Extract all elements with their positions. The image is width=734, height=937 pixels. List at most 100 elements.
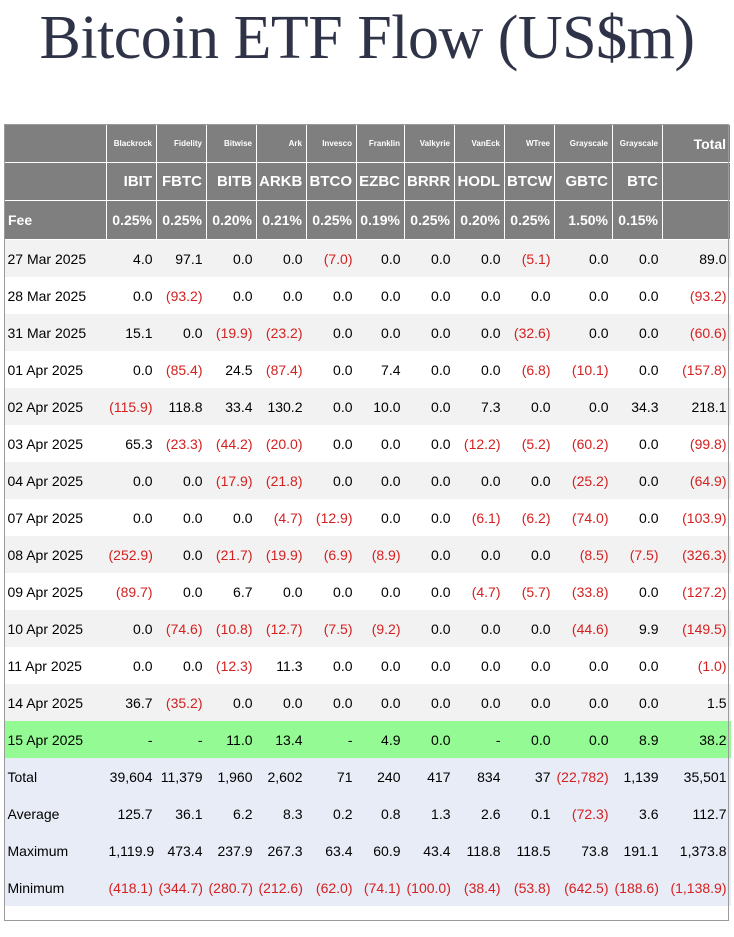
daily-row-label: 01 Apr 2025 xyxy=(4,351,107,388)
flow-cell: 0.2 xyxy=(306,795,357,832)
fee-value: 0.25% xyxy=(156,200,207,240)
daily-row: 10 Apr 2025 0.0 (74.6) (10.8) (12.7) (7.5) (9.… xyxy=(4,610,731,647)
flow-cell: 0.0 xyxy=(404,351,455,388)
issuer-label: Ark xyxy=(256,124,307,163)
flow-cell: 0.0 xyxy=(612,684,663,721)
flow-cell: 63.4 xyxy=(306,832,357,869)
flow-cell: 0.0 xyxy=(356,277,405,314)
ticker-label: EZBC xyxy=(356,162,405,201)
flow-cell: (32.6) xyxy=(504,314,555,351)
fee-value: 0.25% xyxy=(306,200,357,240)
daily-row-label: 03 Apr 2025 xyxy=(4,425,107,462)
flow-cell: 0.0 xyxy=(612,425,663,462)
daily-row-label: 11 Apr 2025 xyxy=(4,647,107,684)
flow-cell: 0.0 xyxy=(612,573,663,610)
flow-cell: 0.0 xyxy=(306,573,357,610)
etf-flow-table: Blackrock Fidelity Bitwise Ark Invesco F… xyxy=(4,124,731,906)
flow-cell: 8.9 xyxy=(612,721,663,758)
ticker-label: IBIT xyxy=(106,162,157,201)
issuer-label: Grayscale xyxy=(554,124,613,163)
ticker-label: BTCW xyxy=(504,162,555,201)
row-total-cell: 1,373.8 xyxy=(662,832,731,869)
daily-row-label: 08 Apr 2025 xyxy=(4,536,107,573)
flow-cell: 0.0 xyxy=(206,499,257,536)
flow-cell: 0.0 xyxy=(156,314,207,351)
row-total-cell: 112.7 xyxy=(662,795,731,832)
flow-cell: 0.0 xyxy=(454,239,505,277)
flow-cell: 0.0 xyxy=(356,499,405,536)
flow-cell: 97.1 xyxy=(156,239,207,277)
issuer-label: VanEck xyxy=(454,124,505,163)
ticker-label: BTCO xyxy=(306,162,357,201)
flow-cell: (6.8) xyxy=(504,351,555,388)
flow-cell: (33.8) xyxy=(554,573,613,610)
flow-cell: 0.0 xyxy=(306,462,357,499)
flow-cell: 6.2 xyxy=(206,795,257,832)
flow-cell: (12.9) xyxy=(306,499,357,536)
flow-cell: 0.0 xyxy=(504,647,555,684)
flow-cell: 4.9 xyxy=(356,721,405,758)
flow-cell: 0.0 xyxy=(504,610,555,647)
summary-row: Minimum (418.1) (344.7) (280.7) (212.6) (62.0… xyxy=(4,869,731,906)
flow-cell: 0.0 xyxy=(554,647,613,684)
flow-cell: 0.0 xyxy=(106,277,157,314)
flow-cell: (252.9) xyxy=(106,536,157,573)
daily-row-label: 10 Apr 2025 xyxy=(4,610,107,647)
fee-value: 0.25% xyxy=(404,200,455,240)
flow-cell: 0.0 xyxy=(504,684,555,721)
flow-cell: 0.0 xyxy=(454,536,505,573)
row-total-cell: (127.2) xyxy=(662,573,731,610)
ticker-label: BITB xyxy=(206,162,257,201)
flow-cell: 0.0 xyxy=(156,499,207,536)
flow-cell: (72.3) xyxy=(554,795,613,832)
flow-cell: 834 xyxy=(454,758,505,795)
daily-row: 27 Mar 2025 4.0 97.1 0.0 0.0 (7.0) 0.0 0.0 0.0 (5… xyxy=(4,239,731,277)
flow-cell: 0.0 xyxy=(554,277,613,314)
flow-cell: 0.0 xyxy=(256,573,307,610)
summary-row: Total 39,604 11,379 1,960 2,602 71 240 417 834 37… xyxy=(4,758,731,795)
flow-cell: 0.0 xyxy=(156,536,207,573)
flow-cell: 6.7 xyxy=(206,573,257,610)
flow-cell: 37 xyxy=(504,758,555,795)
flow-cell: (5.7) xyxy=(504,573,555,610)
flow-cell: 118.8 xyxy=(156,388,207,425)
flow-cell: 2.6 xyxy=(454,795,505,832)
flow-cell: 3.6 xyxy=(612,795,663,832)
flow-cell: (19.9) xyxy=(256,536,307,573)
flow-cell: 240 xyxy=(356,758,405,795)
flow-cell: 0.0 xyxy=(356,462,405,499)
flow-cell: 0.0 xyxy=(554,684,613,721)
flow-cell: 0.0 xyxy=(306,647,357,684)
flow-cell: (20.0) xyxy=(256,425,307,462)
flow-cell: 0.0 xyxy=(106,351,157,388)
flow-cell: (89.7) xyxy=(106,573,157,610)
flow-cell: 1,960 xyxy=(206,758,257,795)
flow-cell: 0.0 xyxy=(306,425,357,462)
flow-cell: 36.1 xyxy=(156,795,207,832)
flow-cell: (100.0) xyxy=(404,869,455,906)
row-total-cell: (157.8) xyxy=(662,351,731,388)
header-blank xyxy=(662,200,731,240)
flow-cell: 0.0 xyxy=(554,314,613,351)
flow-cell: 0.0 xyxy=(404,388,455,425)
flow-cell: 36.7 xyxy=(106,684,157,721)
flow-cell: (115.9) xyxy=(106,388,157,425)
daily-row: 02 Apr 2025 (115.9) 118.8 33.4 130.2 0.0 10.0 0… xyxy=(4,388,731,425)
flow-cell: 4.0 xyxy=(106,239,157,277)
flow-cell: (21.7) xyxy=(206,536,257,573)
flow-cell: 8.3 xyxy=(256,795,307,832)
daily-row: 14 Apr 2025 36.7 (35.2) 0.0 0.0 0.0 0.0 0.0 0.0 0… xyxy=(4,684,731,721)
daily-row: 28 Mar 2025 0.0 (93.2) 0.0 0.0 0.0 0.0 0.0 0.0 0.… xyxy=(4,277,731,314)
ticker-label: GBTC xyxy=(554,162,613,201)
flow-cell: 0.0 xyxy=(404,462,455,499)
flow-cell: 0.0 xyxy=(356,684,405,721)
flow-cell: 0.0 xyxy=(156,647,207,684)
daily-row: 09 Apr 2025 (89.7) 0.0 6.7 0.0 0.0 0.0 0.0 (4.7)… xyxy=(4,573,731,610)
flow-cell: 0.0 xyxy=(454,277,505,314)
flow-cell: 24.5 xyxy=(206,351,257,388)
flow-cell: 0.0 xyxy=(454,647,505,684)
flow-cell: 0.0 xyxy=(356,573,405,610)
flow-cell: (10.1) xyxy=(554,351,613,388)
flow-cell: 473.4 xyxy=(156,832,207,869)
flow-cell: 0.0 xyxy=(356,239,405,277)
